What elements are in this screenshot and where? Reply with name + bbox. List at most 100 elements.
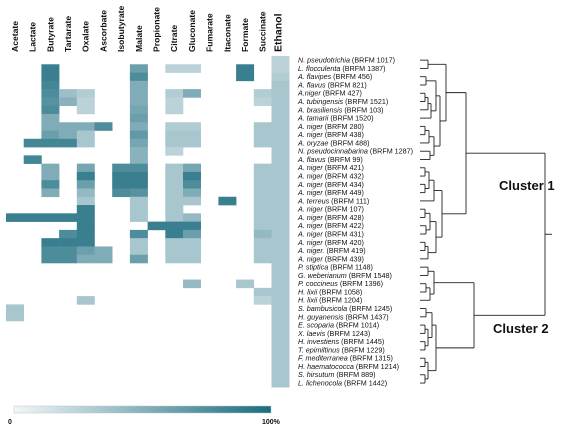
column-label-ethanol: Ethanol <box>272 13 284 52</box>
row-label: A. niger (BRFM 439) <box>297 254 364 263</box>
heatmap-cell <box>41 213 60 222</box>
row-label: A. niger (BRFM 280) <box>297 122 364 131</box>
heatmap-cell <box>129 97 148 106</box>
row-label: A. tamarii (BRFM 1520) <box>297 114 374 123</box>
heatmap-cell <box>41 64 60 73</box>
heatmap-cell <box>271 105 290 115</box>
heatmap-cell <box>165 64 184 73</box>
heatmap-cell <box>129 205 148 214</box>
heatmap-cell <box>165 221 184 231</box>
heatmap-cell <box>271 122 290 131</box>
heatmap-cell <box>76 229 95 239</box>
heatmap-cell <box>183 180 201 189</box>
heatmap-cell <box>59 246 78 256</box>
heatmap-cell <box>147 221 166 231</box>
heatmap-cell <box>271 287 290 297</box>
heatmap-cell <box>129 213 148 222</box>
heatmap-cell <box>59 238 78 247</box>
heatmap-cell <box>41 113 60 123</box>
row-label: A. niger (BRFM 438) <box>297 130 364 139</box>
heatmap-cell <box>271 312 290 322</box>
heatmap-cell <box>271 89 290 98</box>
heatmap-cell <box>165 188 184 198</box>
heatmap-cell <box>253 229 272 239</box>
heatmap-cell <box>253 122 272 131</box>
heatmap-cell <box>129 196 148 206</box>
heatmap-cell <box>41 163 60 173</box>
heatmap-cell <box>253 287 272 297</box>
column-label-tartarate: Tartarate <box>63 16 73 52</box>
heatmap-cell <box>129 163 148 173</box>
column-label-oxalate: Oxalate <box>81 21 91 52</box>
color-scale-max-label: 100% <box>262 419 281 426</box>
heatmap-cell <box>165 238 184 247</box>
row-label: A. terreus (BRFM 111) <box>297 196 369 205</box>
heatmap-cell <box>165 180 184 189</box>
heatmap-cell <box>271 378 290 388</box>
column-label-succinate: Succinate <box>258 11 268 52</box>
heatmap-cell <box>129 72 148 82</box>
heatmap-cell <box>253 89 272 98</box>
heatmap-cell <box>129 188 148 198</box>
heatmap-cell <box>165 122 184 131</box>
heatmap-cell <box>236 72 255 82</box>
heatmap-cell <box>183 254 201 264</box>
heatmap-cell <box>129 254 148 264</box>
heatmap-cell <box>59 138 78 148</box>
cluster-label-2: Cluster 2 <box>493 321 549 336</box>
row-label: E. scoparia (BRFM 1014) <box>298 321 379 330</box>
heatmap-cell <box>76 122 95 131</box>
heatmap-cell <box>6 312 24 322</box>
heatmap-cell <box>271 271 290 280</box>
row-label: A. niger (BRFM 449) <box>297 188 364 197</box>
heatmap-cell <box>76 246 95 256</box>
color-scale: 0 100% <box>8 405 281 426</box>
heatmap-cell <box>271 337 290 347</box>
heatmap-cell <box>76 238 95 247</box>
row-label: A. flavus (BRFM 99) <box>297 155 363 164</box>
heatmap-cell <box>165 171 184 181</box>
row-label: S. hirsutum (BRFM 889) <box>298 370 376 379</box>
heatmap-cell <box>129 138 148 148</box>
heatmap-cell <box>165 163 184 173</box>
row-label: T. epimiltinus (BRFM 1229) <box>298 345 385 354</box>
heatmap-cell <box>41 72 60 82</box>
row-label: A. niger (BRFM 428) <box>297 213 364 222</box>
heatmap-cell <box>271 354 290 363</box>
row-label: G. weberianum (BRFM 1548) <box>298 271 392 280</box>
row-labels: N. pseudotrichia (BRFM 1017)L. flocculen… <box>297 56 413 388</box>
row-label: L. flocculenta (BRFM 1387) <box>298 64 386 73</box>
heatmap-cell <box>76 221 95 231</box>
heatmap-cell <box>271 205 290 214</box>
heatmap-cell <box>271 345 290 355</box>
heatmap-cell <box>41 246 60 256</box>
heatmap-cell <box>165 89 184 98</box>
heatmap-cell <box>129 113 148 123</box>
heatmap-cell <box>183 163 201 173</box>
heatmap-cell <box>271 246 290 256</box>
row-label: A. niger (BRFM 431) <box>297 229 364 238</box>
heatmap-cell <box>112 163 131 173</box>
heatmap-cell <box>253 138 272 148</box>
heatmap-cell <box>271 238 290 247</box>
row-label: L. lichenocola (BRFM 1442) <box>298 379 387 388</box>
row-label: S. bambusicola (BRFM 1245) <box>298 304 392 313</box>
column-label-isobutyrate: Isobutyrate <box>116 5 126 52</box>
heatmap-cell <box>165 254 184 264</box>
heatmap-cells <box>6 56 290 388</box>
heatmap-cell <box>253 171 272 181</box>
row-label: A. niger (BRFM 422) <box>297 221 364 230</box>
heatmap-cell <box>271 370 290 380</box>
heatmap-cell <box>23 155 42 164</box>
heatmap-cell <box>41 105 60 115</box>
heatmap-cell <box>271 56 290 65</box>
heatmap-cell <box>165 229 184 239</box>
heatmap-cell <box>183 188 201 198</box>
heatmap-cell <box>76 205 95 214</box>
row-label: H. guyanensis (BRFM 1437) <box>298 312 389 321</box>
row-label: H. lixii (BRFM 1204) <box>298 296 362 305</box>
cluster-label-1: Cluster 1 <box>499 178 555 193</box>
heatmap-cell <box>41 180 60 189</box>
heatmap-cell <box>129 246 148 256</box>
